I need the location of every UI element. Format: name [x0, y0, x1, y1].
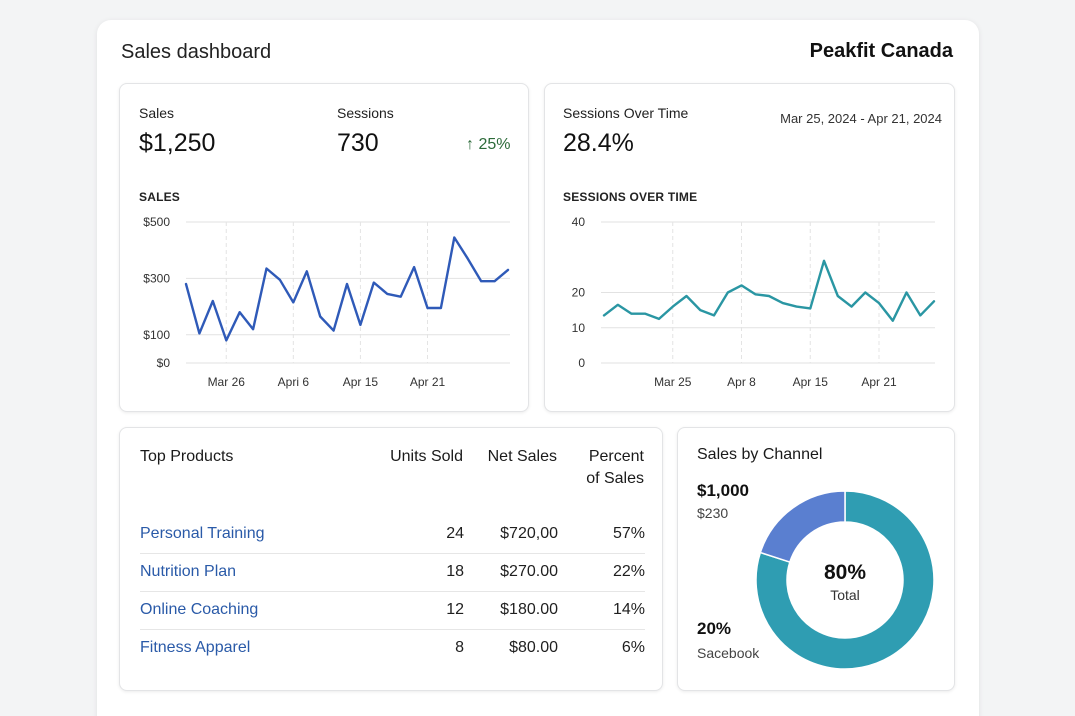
channel-lower-label: Sacebook: [697, 645, 760, 661]
sales-chart-title: SALES: [139, 190, 181, 204]
y-tick-label: 20: [572, 286, 586, 300]
donut-center-value: 80%: [823, 561, 867, 584]
units-cell: 8: [455, 639, 464, 656]
col-percent-line2: of Sales: [586, 470, 644, 487]
y-tick-label: $500: [143, 215, 170, 229]
sessions-over-time-label: Sessions Over Time: [563, 105, 689, 121]
table-row: Online Coaching 12 $180.00 14%: [140, 592, 645, 630]
percent-cell: 22%: [612, 563, 645, 580]
channel-big-value: $1,000: [697, 481, 749, 500]
sessions-card: Sessions Over Time 28.4% Mar 25, 2024 - …: [544, 83, 955, 412]
percent-cell: 57%: [612, 525, 645, 542]
product-link[interactable]: Fitness Apparel: [140, 639, 251, 656]
date-range[interactable]: Mar 25, 2024 - Apr 21, 2024: [780, 111, 942, 126]
dashboard-panel: Sales dashboard Peakfit Canada Sales $1,…: [97, 20, 979, 716]
net-sales-cell: $720,00: [500, 525, 558, 542]
top-products-card: Top Products Units Sold Net Sales Percen…: [119, 427, 663, 691]
x-tick-label: Mar 25: [654, 375, 692, 389]
net-sales-cell: $180.00: [500, 601, 558, 618]
sales-value: $1,250: [139, 129, 216, 157]
units-cell: 18: [446, 563, 464, 580]
units-cell: 12: [446, 601, 464, 618]
channel-donut-chart: [755, 490, 935, 670]
product-link[interactable]: Personal Training: [140, 525, 265, 542]
sessions-label: Sessions: [337, 105, 394, 121]
x-tick-label: Apri 6: [278, 375, 310, 389]
top-products-title: Top Products: [140, 448, 234, 465]
col-net-sales: Net Sales: [487, 448, 557, 465]
col-percent-of-sales: Percent of Sales: [586, 448, 644, 488]
sessions-value: 730: [337, 129, 379, 157]
y-tick-label: 40: [572, 215, 586, 229]
x-tick-label: Apr 21: [861, 375, 897, 389]
sessions-rate-value: 28.4%: [563, 129, 634, 157]
y-tick-label: $100: [143, 328, 170, 342]
table-row: Nutrition Plan 18 $270.00 22%: [140, 554, 645, 592]
trend-indicator: ↑ 25%: [466, 136, 510, 154]
arrow-up-icon: ↑: [466, 136, 474, 153]
channel-lower-value: 20%: [697, 619, 732, 638]
store-name: Peakfit Canada: [809, 40, 953, 62]
x-tick-label: Apr 15: [343, 375, 379, 389]
table-row: Fitness Apparel 8 $80.00 6%: [140, 630, 645, 668]
page-title: Sales dashboard: [121, 41, 272, 63]
product-link[interactable]: Online Coaching: [140, 601, 259, 618]
percent-cell: 6%: [621, 639, 645, 656]
net-sales-cell: $270.00: [500, 563, 558, 580]
trend-value: 25%: [478, 136, 511, 153]
product-link[interactable]: Nutrition Plan: [140, 563, 237, 580]
channel-sub-value: $230: [697, 505, 729, 521]
channel-title: Sales by Channel: [697, 446, 823, 463]
col-percent-line1: Percent: [588, 448, 644, 465]
table-row: Personal Training 24 $720,00 57%: [140, 516, 645, 554]
net-sales-cell: $80.00: [509, 639, 558, 656]
x-tick-label: Apr 21: [410, 375, 446, 389]
series-line-sessions: [602, 259, 936, 322]
sales-by-channel-card: Sales by Channel $1,000 $230 20% Saceboo…: [677, 427, 955, 691]
sales-card: Sales $1,250 Sessions 730 ↑ 25% SALES $0…: [119, 83, 529, 412]
y-tick-label: $0: [157, 356, 171, 370]
sessions-line-chart: 0 10 20 40 Mar 25 Apr 8 Apr 15 Apr 21: [572, 215, 936, 389]
percent-cell: 14%: [612, 601, 645, 618]
donut-slice-sacebook: [759, 490, 846, 564]
donut-slice-total: [755, 490, 935, 670]
donut-center-label: Total: [830, 587, 860, 603]
x-tick-label: Apr 8: [727, 375, 756, 389]
x-tick-label: Mar 26: [208, 375, 246, 389]
sales-line-chart: $0 $100 $300 $500 Mar 26 Apri 6 Apr 15 Apr 21: [143, 215, 510, 389]
x-tick-label: Apr 15: [793, 375, 829, 389]
sales-label: Sales: [139, 105, 175, 121]
col-units-sold: Units Sold: [390, 448, 463, 465]
y-tick-label: 0: [578, 356, 585, 370]
sessions-chart-title: SESSIONS OVER TIME: [563, 190, 698, 204]
series-line-sales: [184, 236, 510, 342]
units-cell: 24: [446, 525, 464, 542]
y-tick-label: 10: [572, 321, 586, 335]
y-tick-label: $300: [143, 271, 170, 285]
